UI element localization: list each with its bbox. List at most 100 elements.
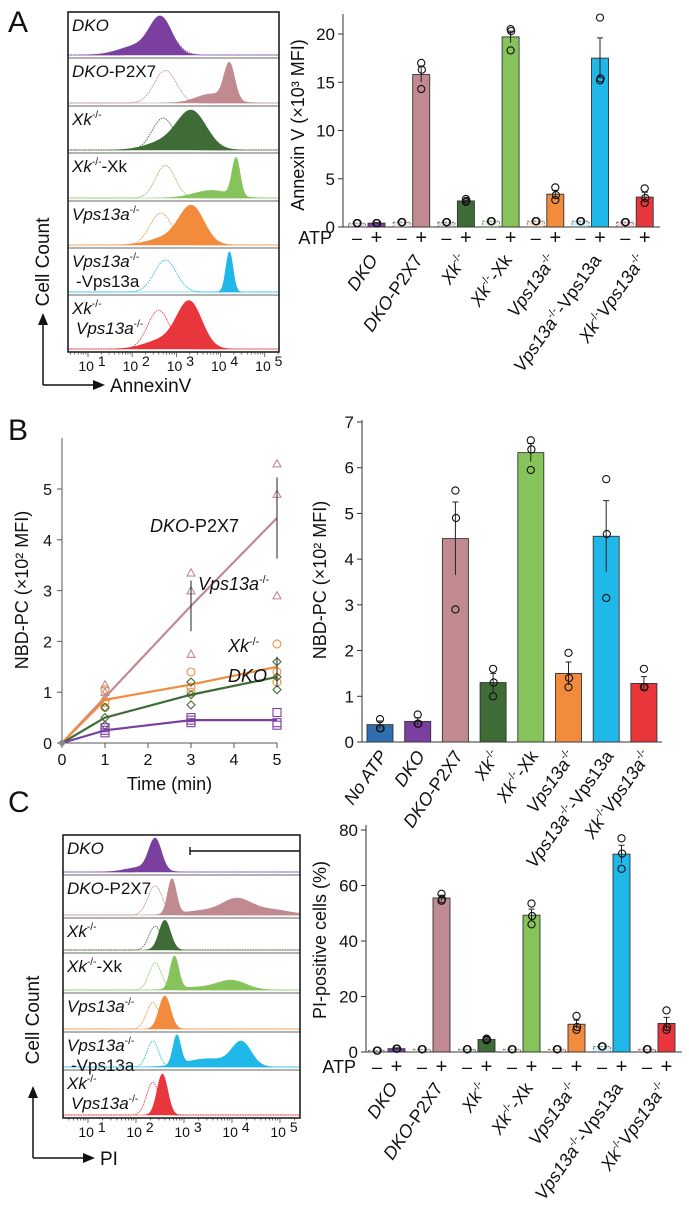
label-segment: Vps13a — [531, 1142, 582, 1203]
data-point — [451, 486, 460, 495]
category-label: Xk-/- — [469, 746, 504, 784]
histogram-control-outline — [68, 69, 279, 104]
label-segment: -/- — [87, 922, 97, 933]
tick-base: 10 — [78, 1124, 97, 1140]
triangle-marker — [186, 648, 196, 658]
bar-minus-atp — [413, 1048, 431, 1053]
y-tick-label: 5 — [345, 504, 354, 523]
y-tick-label: 80 — [339, 821, 358, 840]
label-segment: Vps13a — [67, 1036, 125, 1055]
atp-plus: + — [571, 1056, 583, 1078]
label-segment: Xk — [492, 776, 522, 806]
histogram-row: Xk-/-Vps13a-/- — [68, 299, 279, 353]
bar-plus-atp — [612, 853, 631, 1053]
data-point — [640, 198, 649, 208]
data-point — [486, 217, 496, 226]
atp-minus: – — [552, 1057, 562, 1077]
series-label: Xk-/- — [227, 636, 260, 656]
panel-label-b: B — [8, 414, 28, 447]
error-bar — [373, 222, 380, 224]
data-point — [576, 217, 585, 226]
x-tick-label: 1 — [101, 752, 110, 769]
category-label: No ATP — [340, 747, 391, 808]
histogram-control-outline — [63, 1081, 300, 1116]
label-segment: DKO — [67, 839, 104, 858]
diamond-marker — [186, 700, 196, 710]
label-segment: -P2X7 — [402, 1079, 447, 1131]
bar-minus-atp — [548, 1048, 566, 1053]
histogram-row: Vps13a-/- — [68, 204, 279, 249]
series-label: Vps13a-/- — [198, 574, 270, 594]
panel-label-c: C — [8, 786, 30, 819]
circle-marker — [100, 685, 110, 695]
y-axis-label: Cell Count — [33, 217, 54, 306]
histogram-frame — [62, 834, 301, 1119]
tick-base: 10 — [174, 1124, 193, 1140]
error-bar — [393, 1047, 400, 1050]
label-segment: Xk — [466, 280, 496, 310]
x-tick-label: 0 — [58, 752, 67, 769]
x-tick-label: 10 2 — [126, 1119, 153, 1140]
y-tick-label: 0 — [345, 733, 354, 752]
histogram-control-outline — [68, 117, 279, 151]
category-label: Xk-/- — [436, 250, 471, 288]
data-point — [527, 911, 537, 921]
histogram-filled — [63, 919, 300, 951]
label-segment: -P2X7 — [381, 251, 426, 303]
data-point — [507, 26, 516, 36]
histogram-row-label: -Vps13a — [76, 272, 140, 291]
data-point — [595, 13, 605, 22]
histogram-control-outline — [68, 164, 279, 199]
atp-plus: + — [639, 227, 651, 249]
series: DKO — [61, 666, 282, 745]
data-point — [552, 1045, 562, 1054]
data-point — [527, 920, 536, 929]
data-point — [662, 1025, 671, 1034]
y-tick-label: 5 — [43, 482, 52, 499]
label-segment: -P2X7 — [104, 879, 151, 898]
label-segment: DKO — [228, 666, 267, 686]
tick-exponent: 2 — [142, 353, 150, 369]
label-segment: Xk — [486, 1108, 516, 1138]
data-point — [564, 682, 573, 692]
y-tick-label: 40 — [339, 932, 358, 951]
diamond-marker — [186, 677, 196, 687]
data-point — [621, 218, 630, 227]
label-segment: Xk — [579, 813, 609, 843]
series-line — [61, 719, 277, 745]
series-label: DKO — [228, 666, 267, 686]
tick-base: 10 — [211, 358, 230, 374]
atp-plus: + — [436, 1056, 448, 1078]
tick-base: 10 — [222, 1124, 241, 1140]
label-segment: Vps13a — [76, 319, 134, 338]
atp-plus: + — [415, 227, 427, 249]
y-tick-label: 20 — [316, 25, 335, 44]
atp-plus: + — [505, 227, 517, 249]
atp-minus: – — [352, 228, 362, 248]
histogram-row-label: Vps13a-/- — [72, 205, 139, 224]
bar-minus-atp — [437, 221, 456, 228]
histogram-filled — [63, 955, 300, 991]
label-segment: Xk — [71, 157, 93, 176]
histogram-row-label: Vps13a-/- — [72, 252, 139, 271]
bar-plus-atp — [522, 914, 541, 1053]
tick-exponent: 4 — [242, 1119, 250, 1135]
y-tick-label: 4 — [345, 550, 354, 569]
histogram-row-label: DKO — [67, 839, 104, 858]
bar-minus-atp — [503, 1048, 521, 1053]
label-segment: Xk — [66, 922, 88, 941]
label-segment: -/- — [92, 157, 102, 168]
label-segment: -P2X7 — [422, 747, 467, 799]
data-point — [662, 1006, 671, 1015]
bar-plus-atp — [412, 74, 431, 228]
data-point — [482, 1036, 491, 1045]
line-chart-panel-B: 0 1 2 3 4 5 0 1 2 3 4 5 Time (min) NBD-PC (×10² MFI) D… — [12, 438, 282, 794]
histogram-row-label: Vps13a-/- — [67, 997, 134, 1016]
histogram-row-label: DKO — [72, 16, 109, 35]
y-tick-label: 10 — [316, 122, 335, 141]
y-tick-label: 20 — [339, 988, 358, 1007]
square-marker — [186, 718, 196, 728]
data-point — [488, 664, 498, 674]
data-point — [442, 218, 451, 227]
